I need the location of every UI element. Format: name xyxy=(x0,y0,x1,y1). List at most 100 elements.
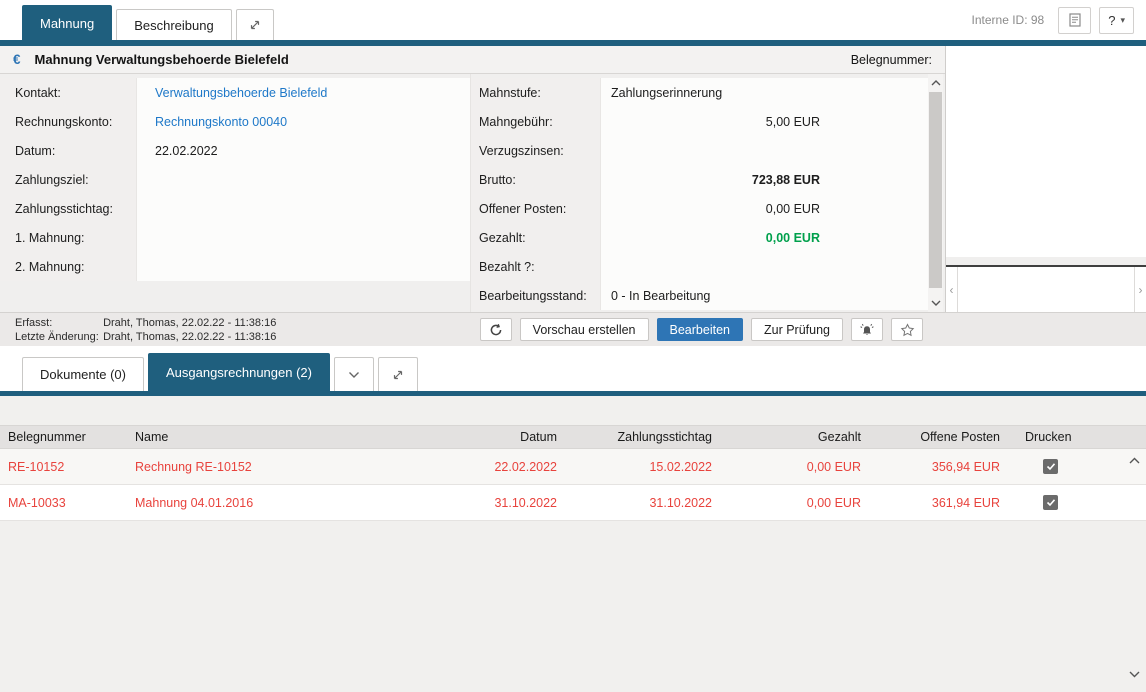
record-area: € Mahnung Verwaltungsbehoerde Bielefeld … xyxy=(0,46,1146,312)
erste-mahnung-label: 1. Mahnung: xyxy=(0,223,137,252)
expand-panel-tab[interactable] xyxy=(235,9,274,40)
mahnstufe-value: Zahlungserinnerung xyxy=(611,85,723,100)
drucken-checkbox[interactable] xyxy=(1043,459,1058,474)
scroll-down-arrow-icon[interactable] xyxy=(1126,667,1142,681)
related-tabs: Dokumente (0) Ausgangsrechnungen (2) xyxy=(22,353,422,391)
tab-beschreibung[interactable]: Beschreibung xyxy=(116,9,232,40)
cell-belegnummer[interactable]: MA-10033 xyxy=(8,495,66,510)
side-pane: ‹ › xyxy=(945,46,1146,312)
erfasst-value: Draht, Thomas, 22.02.22 - 11:38:16 xyxy=(103,317,277,329)
table-row[interactable]: RE-10152 Rechnung RE-10152 22.02.2022 15… xyxy=(0,449,1146,485)
cell-belegnummer[interactable]: RE-10152 xyxy=(8,459,65,474)
bearbeiten-button[interactable]: Bearbeiten xyxy=(656,318,743,341)
tab-ausgangsrechnungen-label: Ausgangsrechnungen (2) xyxy=(165,365,312,380)
bearbeiten-label: Bearbeiten xyxy=(669,322,730,337)
pager-prev-icon[interactable]: ‹ xyxy=(949,282,954,297)
col-header-zahlungsstichtag[interactable]: Zahlungsstichtag xyxy=(617,430,712,444)
erfasst-label: Erfasst: xyxy=(15,317,53,329)
check-icon xyxy=(1046,499,1055,507)
audit-info: Erfasst: Draht, Thomas, 22.02.22 - 11:38… xyxy=(0,313,1146,344)
belegnummer-label: Belegnummer: xyxy=(850,52,932,67)
tab-beschreibung-label: Beschreibung xyxy=(134,17,214,33)
cell-datum: 31.10.2022 xyxy=(494,495,557,510)
refresh-button[interactable] xyxy=(479,318,512,341)
cell-name[interactable]: Rechnung RE-10152 xyxy=(135,459,252,474)
cell-offene-posten: 361,94 EUR xyxy=(931,495,1000,510)
gezahlt-value: 0,00 EUR xyxy=(765,230,820,245)
drucken-checkbox[interactable] xyxy=(1043,495,1058,510)
window-controls: Interne ID: 98 ? ▾ xyxy=(972,0,1134,40)
kontakt-link[interactable]: Verwaltungsbehoerde Bielefeld xyxy=(155,85,328,100)
datum-label: Datum: xyxy=(0,136,137,165)
kontakt-label: Kontakt: xyxy=(0,78,137,107)
expand-diagonal-icon xyxy=(250,20,259,30)
cell-gezahlt: 0,00 EUR xyxy=(806,459,861,474)
bezahlt-label: Bezahlt ?: xyxy=(471,252,601,281)
mahngebuehr-label: Mahngebühr: xyxy=(471,107,601,136)
col-header-belegnummer[interactable]: Belegnummer xyxy=(8,430,86,444)
internal-id-label: Interne ID: 98 xyxy=(971,13,1045,27)
vorschau-erstellen-button[interactable]: Vorschau erstellen xyxy=(519,318,649,341)
table-row[interactable]: MA-10033 Mahnung 04.01.2016 31.10.2022 3… xyxy=(0,485,1146,521)
tab-dokumente[interactable]: Dokumente (0) xyxy=(22,357,144,391)
brand-divider-top xyxy=(0,40,1146,46)
rechnungskonto-link[interactable]: Rechnungskonto 00040 xyxy=(155,114,288,129)
offener-posten-label: Offener Posten: xyxy=(471,194,601,223)
bell-icon xyxy=(860,323,874,335)
scroll-up-arrow-icon[interactable] xyxy=(1126,453,1142,467)
col-header-gezahlt[interactable]: Gezahlt xyxy=(817,430,861,444)
chevron-down-icon xyxy=(348,371,359,378)
scrollbar-thumb[interactable] xyxy=(929,92,942,288)
zur-pruefung-button[interactable]: Zur Prüfung xyxy=(750,318,843,341)
check-icon xyxy=(1046,463,1055,471)
table-vertical-scrollbar[interactable] xyxy=(1125,451,1143,683)
table-header-row: Belegnummer Name Datum Zahlungsstichtag … xyxy=(0,425,1146,449)
help-label: ? xyxy=(1108,12,1116,28)
pager-next-icon[interactable]: › xyxy=(1138,282,1143,297)
expand-table-tab[interactable] xyxy=(377,357,418,391)
record-form: Kontakt: Verwaltungsbehoerde Bielefeld R… xyxy=(0,74,945,312)
form-column-left: Kontakt: Verwaltungsbehoerde Bielefeld R… xyxy=(0,74,470,312)
more-tabs-button[interactable] xyxy=(333,357,374,391)
bearbeitungsstand-value: 0 - In Bearbeitung xyxy=(611,288,711,303)
form-vertical-scrollbar[interactable] xyxy=(928,74,943,312)
brutto-value: 723,88 EUR xyxy=(751,172,820,187)
col-header-name[interactable]: Name xyxy=(135,430,169,444)
document-icon xyxy=(1069,13,1081,27)
scroll-up-arrow-icon[interactable] xyxy=(928,76,943,90)
star-icon xyxy=(900,322,914,336)
col-header-offene-posten[interactable]: Offene Posten xyxy=(920,430,1000,444)
form-column-right: Mahnstufe: Zahlungserinnerung Mahngebühr… xyxy=(470,74,928,312)
refresh-icon xyxy=(490,323,502,335)
notes-button[interactable] xyxy=(1058,6,1092,34)
tab-mahnung-label: Mahnung xyxy=(40,15,95,31)
ausgangsrechnungen-section: Belegnummer Name Datum Zahlungsstichtag … xyxy=(0,396,1146,692)
cell-offene-posten: 356,94 EUR xyxy=(931,459,1000,474)
side-pane-divider xyxy=(946,257,1146,267)
caret-down-icon: ▾ xyxy=(1120,14,1125,25)
reminder-button[interactable] xyxy=(851,318,883,341)
help-button[interactable]: ? ▾ xyxy=(1099,6,1134,34)
cell-gezahlt: 0,00 EUR xyxy=(806,495,861,510)
favorite-button[interactable] xyxy=(891,318,923,341)
cell-zahlungsstichtag: 15.02.2022 xyxy=(649,459,712,474)
tab-ausgangsrechnungen[interactable]: Ausgangsrechnungen (2) xyxy=(147,353,330,391)
mahngebuehr-value: 5,00 EUR xyxy=(765,114,820,129)
tab-mahnung[interactable]: Mahnung xyxy=(22,5,113,40)
col-header-drucken[interactable]: Drucken xyxy=(1025,430,1072,444)
mahnung-record-panel: € Mahnung Verwaltungsbehoerde Bielefeld … xyxy=(0,46,945,312)
cell-name[interactable]: Mahnung 04.01.2016 xyxy=(135,495,254,510)
tab-dokumente-label: Dokumente (0) xyxy=(40,367,126,382)
side-pane-pager: ‹ › xyxy=(946,267,1146,312)
brand-divider-bottom xyxy=(0,391,1146,396)
scroll-down-arrow-icon[interactable] xyxy=(928,296,943,310)
zahlungsstichtag-label: Zahlungsstichtag: xyxy=(0,194,137,223)
euro-icon: € xyxy=(13,52,21,67)
col-header-datum[interactable]: Datum xyxy=(520,430,557,444)
cell-zahlungsstichtag: 31.10.2022 xyxy=(649,495,712,510)
bearbeitungsstand-label: Bearbeitungsstand: xyxy=(471,281,601,310)
datum-value: 22.02.2022 xyxy=(155,143,218,158)
side-pane-content xyxy=(946,46,1146,257)
record-actions: Vorschau erstellen Bearbeiten Zur Prüfun… xyxy=(479,318,923,341)
